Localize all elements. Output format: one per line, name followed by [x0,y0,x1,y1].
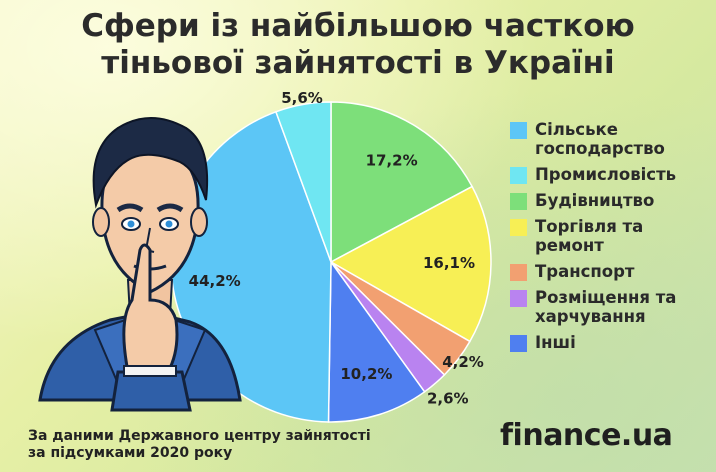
legend-swatch [510,219,527,236]
legend-item: Інші [510,333,710,352]
slice-value-label: 4,2% [442,353,484,371]
legend-item: Торгівля та ремонт [510,217,710,255]
pie-slice [330,101,474,264]
legend-item: Сільське господарство [510,120,710,158]
chart-title-line-1: Сфери із найбільшою часткою [81,8,635,44]
legend-label: Будівництво [535,191,655,210]
legend-label: Інші [535,333,576,352]
slice-value-label: 10,2% [340,365,392,383]
legend-swatch [510,335,527,352]
legend-label: Розміщення та харчування [535,288,677,326]
legend-label: Транспорт [535,262,635,281]
pie-slice [274,101,332,263]
legend-item: Транспорт [510,262,710,281]
legend-label: Промисловість [535,165,677,184]
slice-value-label: 2,6% [427,390,469,408]
legend-swatch [510,167,527,184]
slice-labels: 17,2% 16,1% 4,2% 2,6% 10,2% 44,2% 5,6% [189,89,484,407]
chart-title: Сфери із найбільшою часткою тіньової зай… [0,8,716,82]
legend-item: Промисловість [510,165,710,184]
legend-swatch [510,290,527,307]
pie-slices [170,101,492,423]
legend-item: Будівництво [510,191,710,210]
pie-slice [329,185,492,343]
source-line-2: за підсумками 2020 року [28,445,233,461]
slice-value-label: 5,6% [281,89,323,107]
legend-swatch [510,122,527,139]
slice-value-label: 17,2% [366,151,418,169]
brand-logo: finance.ua [500,418,673,453]
legend-label: Сільське господарство [535,120,665,158]
legend-item: Розміщення та харчування [510,288,710,326]
legend-swatch [510,264,527,281]
slice-value-label: 44,2% [189,272,241,290]
source-line-1: За даними Державного центру зайнятості [28,428,371,444]
chart-title-line-2: тіньової зайнятості в Україні [101,45,615,81]
man-shushing-illustration [38,117,242,412]
pie-slice [327,259,426,423]
chart-legend: Сільське господарство Промисловість Будівн… [510,120,710,359]
source-note: За даними Державного центру зайнятості з… [28,428,371,462]
slice-value-label: 16,1% [423,254,475,272]
legend-label: Торгівля та ремонт [535,217,644,255]
legend-swatch [510,193,527,210]
